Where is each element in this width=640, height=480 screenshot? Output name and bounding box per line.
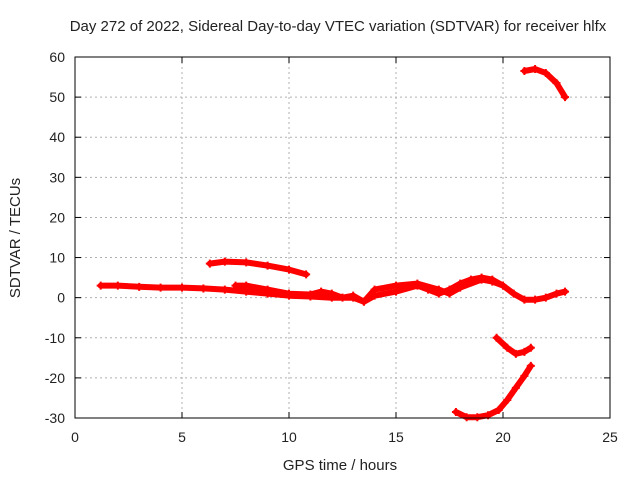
y-tick-label: 60 xyxy=(49,49,65,65)
data-point xyxy=(488,277,497,286)
y-axis-title: SDTVAR / TECUs xyxy=(7,178,24,298)
data-point xyxy=(526,343,535,352)
data-point xyxy=(317,287,326,296)
data-series-layer xyxy=(96,65,570,422)
data-point xyxy=(302,270,311,279)
data-point xyxy=(509,289,518,298)
data-point xyxy=(511,349,520,358)
plot-frame xyxy=(74,56,611,419)
data-point xyxy=(370,285,379,294)
y-tick-label: 50 xyxy=(49,89,65,105)
data-point xyxy=(477,275,486,284)
x-axis-title: GPS time / hours xyxy=(283,457,397,474)
data-point xyxy=(520,67,529,76)
y-tick-label: 0 xyxy=(57,290,65,306)
y-tick-label: -30 xyxy=(45,410,65,426)
data-point xyxy=(199,284,208,293)
data-point xyxy=(503,343,512,352)
data-point xyxy=(473,413,482,422)
data-point xyxy=(242,258,251,267)
data-series-2 xyxy=(231,275,507,306)
y-tick-label: 20 xyxy=(49,209,65,225)
data-point xyxy=(552,289,561,298)
x-tick-label: 20 xyxy=(495,429,511,445)
data-point xyxy=(552,79,561,88)
data-point xyxy=(503,395,512,404)
data-point xyxy=(445,289,454,298)
y-tick-label: 10 xyxy=(49,250,65,266)
data-point xyxy=(494,405,503,414)
x-tick-label: 10 xyxy=(281,429,297,445)
data-point xyxy=(526,361,535,370)
data-point xyxy=(462,413,471,422)
data-point xyxy=(156,283,165,292)
data-point xyxy=(541,293,550,302)
data-point xyxy=(96,281,105,290)
data-point xyxy=(220,257,229,266)
data-series-1 xyxy=(96,273,570,306)
series-trace xyxy=(452,362,534,421)
data-point xyxy=(531,65,540,74)
data-point xyxy=(520,371,529,380)
data-point xyxy=(561,287,570,296)
x-tick-label: 15 xyxy=(388,429,404,445)
data-point xyxy=(451,407,460,416)
data-series-5 xyxy=(492,333,535,358)
data-point xyxy=(561,93,570,102)
x-tick-label: 5 xyxy=(178,429,186,445)
data-point xyxy=(135,282,144,291)
y-tick-label: -10 xyxy=(45,330,65,346)
data-point xyxy=(456,283,465,292)
data-point xyxy=(338,293,347,302)
data-point xyxy=(492,333,501,342)
axis-ticks: 0 5 10 15 20 25 -30 -20 -10 0 10 20 30 40 50 60 xyxy=(45,49,618,445)
data-point xyxy=(349,291,358,300)
y-tick-label: 40 xyxy=(49,129,65,145)
data-series-6 xyxy=(451,361,535,422)
data-point xyxy=(499,281,507,290)
x-tick-label: 25 xyxy=(602,429,618,445)
x-tick-label: 0 xyxy=(71,429,79,445)
data-point xyxy=(306,290,315,299)
y-tick-label: 30 xyxy=(49,169,65,185)
data-point xyxy=(327,289,336,298)
data-point xyxy=(520,347,529,356)
data-point xyxy=(434,285,443,294)
data-series-3 xyxy=(205,257,311,279)
data-point xyxy=(263,261,272,270)
data-point xyxy=(263,285,272,294)
data-point xyxy=(531,295,540,304)
data-series-4 xyxy=(520,65,570,102)
data-point xyxy=(541,69,550,78)
data-point xyxy=(205,259,214,268)
data-point xyxy=(285,265,293,274)
data-point xyxy=(113,281,122,290)
data-point xyxy=(392,281,400,290)
data-point xyxy=(220,285,229,294)
data-point xyxy=(242,281,251,290)
data-point xyxy=(178,283,186,292)
chart-title: Day 272 of 2022, Sidereal Day-to-day VTE… xyxy=(70,18,607,35)
data-point xyxy=(413,279,422,288)
data-point xyxy=(511,383,520,392)
y-tick-label: -20 xyxy=(45,370,65,386)
data-point xyxy=(285,289,293,298)
data-point xyxy=(520,295,529,304)
data-point xyxy=(231,281,240,290)
data-point xyxy=(359,297,368,306)
